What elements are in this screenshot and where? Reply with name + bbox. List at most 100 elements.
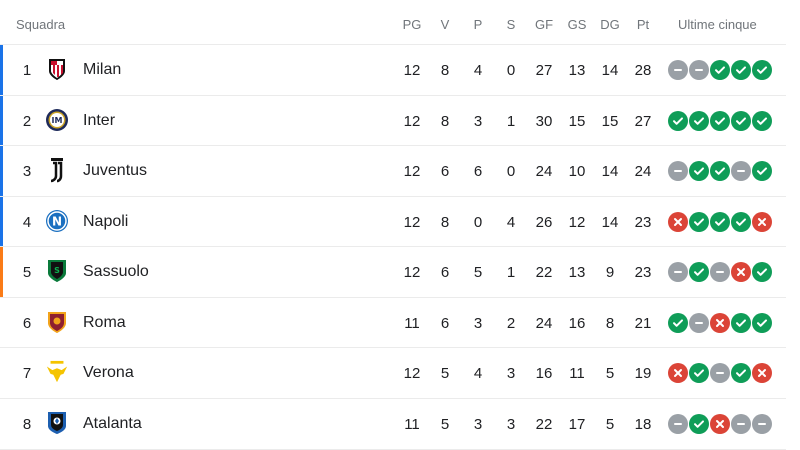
draw-dash-icon[interactable] — [689, 312, 709, 333]
stat-v: 8 — [440, 112, 450, 130]
draw-dash-icon[interactable] — [731, 161, 751, 181]
roma-crest-icon — [45, 309, 69, 335]
team-name[interactable]: Sassuolo — [83, 263, 149, 280]
stat-s: 3 — [506, 365, 516, 382]
stat-dg: 8 — [605, 314, 615, 332]
win-check-icon[interactable] — [710, 211, 730, 232]
draw-dash-icon[interactable] — [668, 161, 688, 181]
team-name[interactable]: Juventus — [83, 162, 148, 179]
draw-dash-icon[interactable] — [710, 262, 730, 282]
team-name[interactable]: Napoli — [83, 212, 129, 230]
table-row[interactable]: 8 Atalanta 11 5 3 3 22 17 5 18 — [0, 397, 786, 450]
loss-cross-icon[interactable] — [668, 363, 688, 383]
position: 5 — [22, 264, 32, 281]
draw-dash-icon[interactable] — [689, 60, 709, 80]
stat-p: 6 — [473, 163, 483, 180]
stat-gs: 12 — [568, 213, 586, 231]
position: 2 — [22, 112, 32, 130]
stat-s: 2 — [506, 314, 516, 332]
win-check-icon[interactable] — [752, 262, 772, 282]
win-check-icon[interactable] — [752, 312, 772, 333]
header-p[interactable]: P — [473, 17, 483, 32]
stat-pg: 11 — [404, 314, 420, 332]
stat-p: 5 — [473, 264, 483, 281]
position: 1 — [22, 62, 32, 79]
stat-s: 0 — [506, 163, 516, 180]
qualification-zone-marker — [0, 95, 3, 146]
draw-dash-icon[interactable] — [668, 262, 688, 282]
team-name[interactable]: Inter — [83, 111, 116, 129]
win-check-icon[interactable] — [752, 161, 772, 181]
win-check-icon[interactable] — [710, 60, 730, 80]
win-check-icon[interactable] — [668, 312, 688, 333]
win-check-icon[interactable] — [731, 60, 751, 80]
draw-dash-icon[interactable] — [668, 60, 688, 80]
header-s[interactable]: S — [506, 17, 516, 32]
win-check-icon[interactable] — [731, 363, 751, 383]
win-check-icon[interactable] — [689, 363, 709, 383]
stat-s: 4 — [506, 213, 516, 231]
draw-dash-icon[interactable] — [668, 413, 688, 434]
table-row[interactable]: 1 Milan 12 8 4 0 27 13 14 28 — [0, 44, 786, 95]
table-row[interactable]: 5 S Sassuolo 12 6 5 1 22 13 9 23 — [0, 246, 786, 297]
header-gs[interactable]: GS — [567, 17, 587, 32]
loss-cross-icon[interactable] — [668, 211, 688, 232]
win-check-icon[interactable] — [710, 110, 730, 131]
win-check-icon[interactable] — [731, 211, 751, 232]
table-row[interactable]: 2 IM Inter 12 8 3 1 30 15 15 27 — [0, 94, 786, 146]
stat-dg: 14 — [601, 213, 619, 231]
stat-pg: 12 — [403, 264, 421, 281]
win-check-icon[interactable] — [731, 312, 751, 333]
win-check-icon[interactable] — [689, 413, 709, 434]
loss-cross-icon[interactable] — [752, 363, 772, 383]
stat-dg: 5 — [605, 365, 615, 382]
position: 3 — [22, 163, 32, 180]
stat-p: 0 — [473, 213, 483, 231]
team-name[interactable]: Verona — [83, 364, 134, 381]
loss-cross-icon[interactable] — [710, 312, 730, 333]
stat-gs: 16 — [568, 314, 586, 332]
position: 4 — [22, 213, 32, 231]
win-check-icon[interactable] — [689, 110, 709, 131]
stat-gf: 24 — [535, 314, 553, 332]
stat-gs: 13 — [568, 264, 586, 281]
stat-s: 3 — [506, 415, 516, 433]
win-check-icon[interactable] — [731, 110, 751, 131]
header-v[interactable]: V — [440, 17, 450, 32]
table-row[interactable]: 6 Roma 11 6 3 2 24 16 8 21 — [0, 296, 786, 348]
win-check-icon[interactable] — [668, 110, 688, 131]
loss-cross-icon[interactable] — [710, 413, 730, 434]
draw-dash-icon[interactable] — [710, 363, 730, 383]
draw-dash-icon[interactable] — [752, 413, 772, 434]
header-gf[interactable]: GF — [534, 17, 554, 32]
stat-v: 6 — [440, 264, 450, 281]
loss-cross-icon[interactable] — [731, 262, 751, 282]
stat-pt: 23 — [634, 213, 652, 231]
stat-pt: 21 — [634, 314, 652, 332]
win-check-icon[interactable] — [752, 60, 772, 80]
header-pg[interactable]: PG — [402, 17, 422, 32]
draw-dash-icon[interactable] — [731, 413, 751, 434]
table-row[interactable]: 7 Verona 12 5 4 3 16 11 5 19 — [0, 347, 786, 398]
stat-p: 4 — [473, 62, 483, 79]
team-name[interactable]: Milan — [83, 61, 122, 78]
stat-gf: 26 — [535, 213, 553, 231]
stat-v: 6 — [440, 163, 450, 180]
qualification-zone-marker — [0, 196, 3, 247]
win-check-icon[interactable] — [752, 110, 772, 131]
win-check-icon[interactable] — [710, 161, 730, 181]
header-dg[interactable]: DG — [600, 17, 620, 32]
header-team: Squadra — [16, 17, 66, 32]
loss-cross-icon[interactable] — [752, 211, 772, 232]
table-row[interactable]: 3 Juventus 12 6 6 0 24 10 14 24 — [0, 145, 786, 196]
header-pt[interactable]: Pt — [636, 17, 650, 32]
qualification-zone-marker — [0, 146, 3, 196]
win-check-icon[interactable] — [689, 262, 709, 282]
stat-p: 4 — [473, 365, 483, 382]
team-name[interactable]: Roma — [83, 313, 126, 331]
table-row[interactable]: 4 N Napoli 12 8 0 4 26 12 14 23 — [0, 195, 786, 247]
position: 7 — [22, 365, 32, 382]
win-check-icon[interactable] — [689, 161, 709, 181]
win-check-icon[interactable] — [689, 211, 709, 232]
team-name[interactable]: Atalanta — [83, 414, 142, 432]
